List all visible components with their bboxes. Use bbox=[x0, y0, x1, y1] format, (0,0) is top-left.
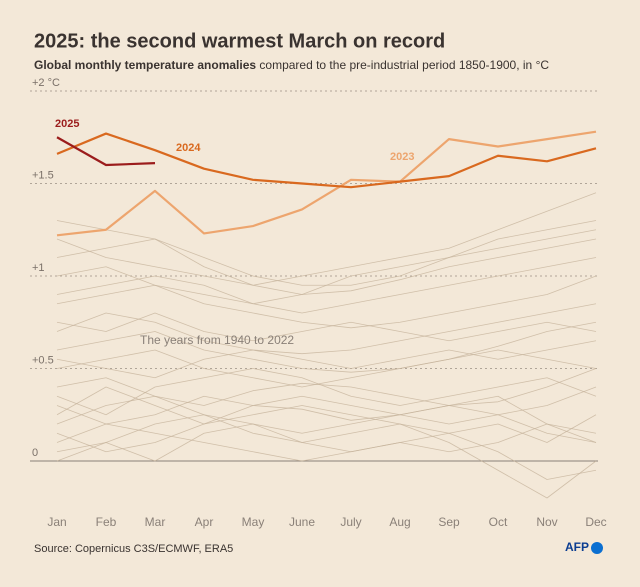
y-tick-label: +2 °C bbox=[32, 77, 60, 89]
source: Source: Copernicus C3S/ECMWF, ERA5 bbox=[34, 543, 233, 555]
x-tick-label: Nov bbox=[536, 515, 557, 529]
annotation: 2023 bbox=[390, 151, 414, 163]
x-tick-label: Sep bbox=[438, 515, 460, 529]
subtitle-bold: Global monthly temperature anomalies bbox=[34, 58, 256, 72]
x-tick-label: Apr bbox=[195, 515, 214, 529]
background-line bbox=[56, 312, 597, 342]
annotation: The years from 1940 to 2022 bbox=[140, 333, 294, 347]
logo: AFP bbox=[565, 540, 589, 554]
annotation: 2025 bbox=[55, 118, 79, 130]
y-tick-label: +1.5 bbox=[32, 169, 54, 181]
background-line bbox=[56, 395, 597, 499]
subtitle-rest: compared to the pre-industrial period 18… bbox=[256, 58, 549, 72]
background-line bbox=[56, 229, 597, 305]
series-line bbox=[56, 130, 597, 237]
background-line bbox=[56, 275, 597, 329]
y-tick-label: +1 bbox=[32, 262, 45, 274]
background-line bbox=[56, 321, 597, 373]
series-line bbox=[56, 136, 156, 167]
background-line bbox=[56, 349, 597, 388]
x-tick-label: June bbox=[289, 515, 315, 529]
background-line bbox=[56, 405, 597, 462]
x-tick-label: Aug bbox=[389, 515, 410, 529]
chart-title: 2025: the second warmest March on record bbox=[34, 30, 445, 52]
background-line bbox=[56, 368, 597, 406]
x-tick-label: Dec bbox=[585, 515, 606, 529]
background-line bbox=[56, 340, 597, 379]
y-tick-label: 0 bbox=[32, 447, 38, 459]
background-line bbox=[56, 405, 597, 480]
series-line bbox=[56, 132, 597, 189]
background-line bbox=[56, 238, 597, 295]
logo-dot bbox=[591, 542, 603, 554]
background-line bbox=[56, 414, 597, 462]
background-line bbox=[56, 192, 597, 286]
background-line bbox=[56, 303, 597, 355]
x-tick-label: Mar bbox=[145, 515, 166, 529]
x-tick-label: July bbox=[340, 515, 361, 529]
background-line bbox=[56, 423, 597, 462]
background-line bbox=[56, 257, 597, 314]
x-tick-label: Oct bbox=[489, 515, 508, 529]
y-tick-label: +0.5 bbox=[32, 354, 54, 366]
chart-subtitle: Global monthly temperature anomalies com… bbox=[34, 58, 549, 72]
annotation: 2024 bbox=[176, 142, 201, 154]
background-line bbox=[56, 395, 597, 443]
x-tick-label: May bbox=[242, 515, 265, 529]
background-line bbox=[56, 386, 597, 425]
x-tick-label: Jan bbox=[47, 515, 66, 529]
background-line bbox=[56, 368, 597, 416]
x-tick-label: Feb bbox=[96, 515, 117, 529]
